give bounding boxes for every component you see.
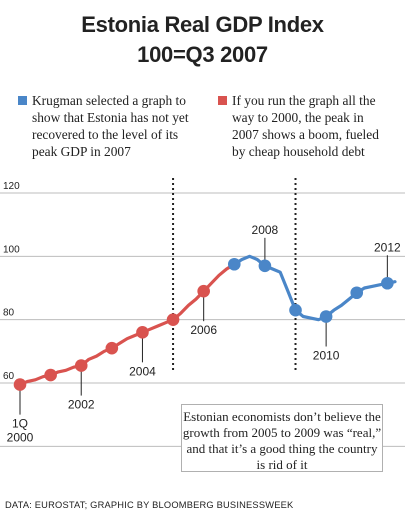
annotation-label-1-1: 1Q <box>12 417 28 431</box>
annotation-label-4-1: 2006 <box>190 323 217 337</box>
red-marker-2 <box>44 368 57 382</box>
legend-text-blue: Krugman selected a graph to show that Es… <box>32 93 189 159</box>
annotation-label-2-1: 2002 <box>68 398 95 412</box>
annotation-label-5-1: 2008 <box>252 223 279 237</box>
red-marker-4 <box>105 341 119 355</box>
chart-title: Estonia Real GDP Index 100=Q3 2007 <box>0 10 405 70</box>
annotation-label-6-1: 2010 <box>313 349 340 363</box>
blue-marker-3 <box>289 303 302 317</box>
legend-item-red: If you run the graph all the way to 2000… <box>218 92 393 160</box>
red-marker-5 <box>136 326 149 339</box>
red-marker-7 <box>197 284 210 298</box>
blue-marker-6 <box>381 276 394 290</box>
red-marker-6 <box>166 313 180 326</box>
legend-swatch-blue <box>18 96 27 105</box>
title-line-1: Estonia Real GDP Index <box>81 12 324 37</box>
y-tick-label-80: 80 <box>3 308 15 319</box>
annotation-label-3-1: 2004 <box>129 364 156 378</box>
legend-swatch-red <box>218 96 227 105</box>
source-credit: DATA: EUROSTAT; GRAPHIC BY BLOOMBERG BUS… <box>5 500 294 510</box>
red-marker-3 <box>74 359 88 372</box>
title-line-2: 100=Q3 2007 <box>137 42 268 67</box>
y-tick-label-60: 60 <box>3 371 15 382</box>
y-tick-label-120: 120 <box>3 181 20 192</box>
blue-marker-5 <box>350 286 364 300</box>
annotation-label-7-1: 2012 <box>374 240 401 254</box>
legend-item-blue: Krugman selected a graph to show that Es… <box>18 92 193 160</box>
series-line-3 <box>232 254 397 322</box>
blue-marker-4 <box>319 310 333 323</box>
legend-text-red: If you run the graph all the way to 2000… <box>232 93 379 159</box>
blue-marker-1 <box>227 257 241 271</box>
annotation-box: Estonian economists don’t believe the gr… <box>181 404 383 472</box>
annotation-label-1-2: 2000 <box>7 431 34 445</box>
y-tick-label-100: 100 <box>3 244 20 255</box>
red-marker-1 <box>13 378 27 391</box>
blue-marker-2 <box>258 259 272 273</box>
